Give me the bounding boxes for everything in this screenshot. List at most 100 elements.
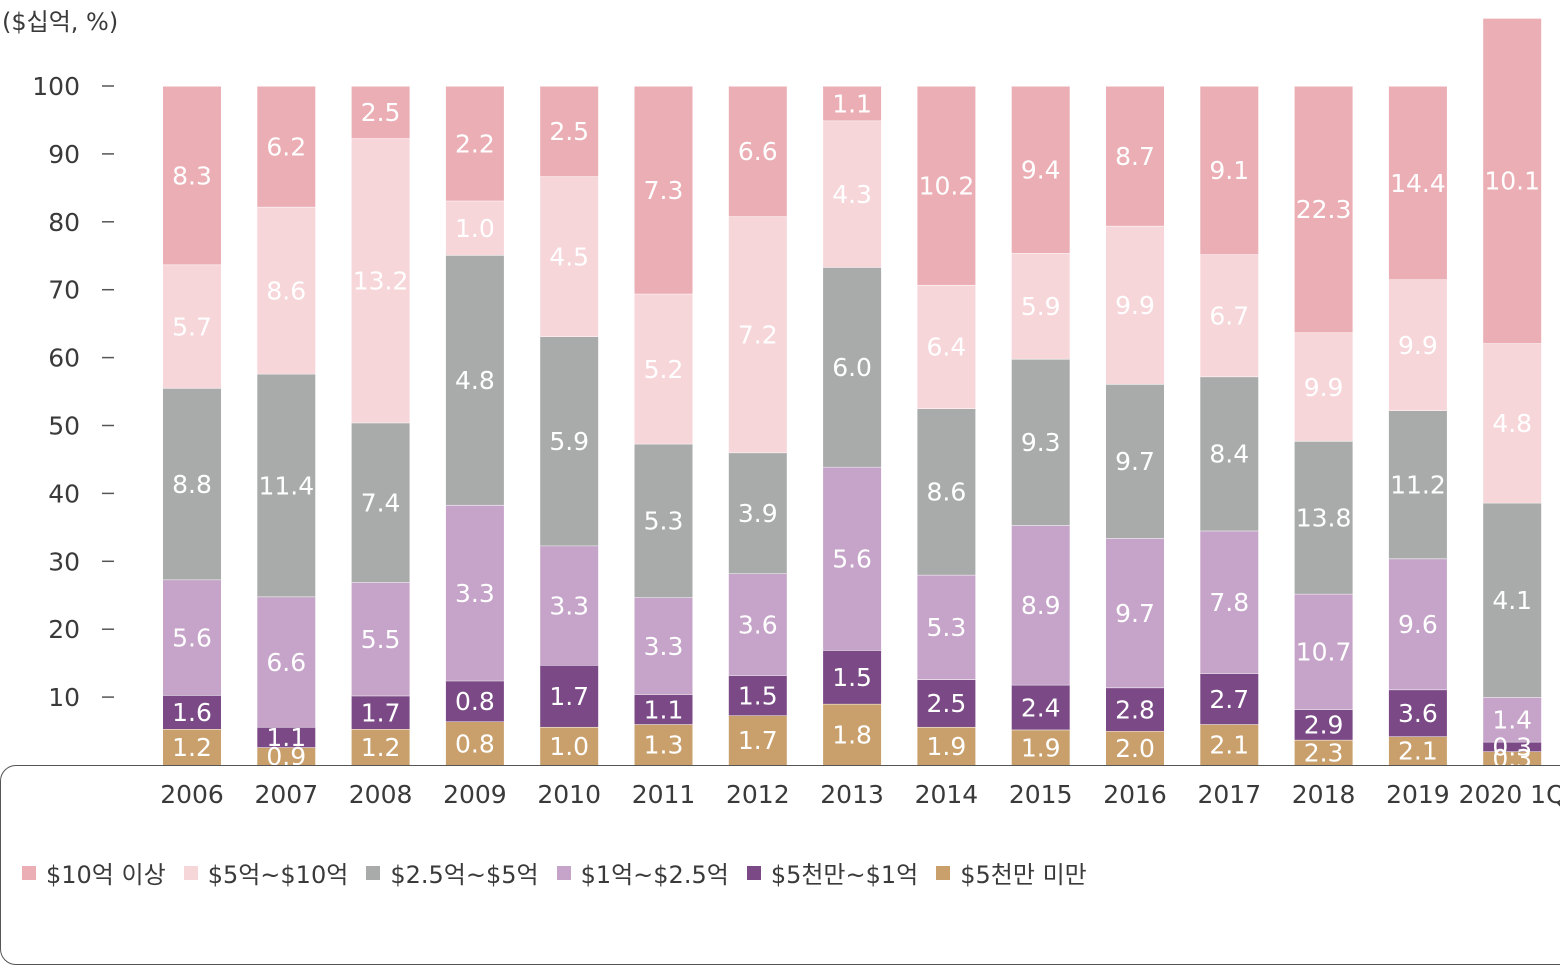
x-tick-label: 2013 — [820, 780, 884, 809]
data-label: 6.6 — [738, 137, 778, 166]
data-label: 2.9 — [1304, 711, 1344, 740]
bar-segment — [1483, 697, 1542, 742]
bar-segment — [1011, 253, 1070, 359]
legend-item: $1억~$2.5억 — [556, 855, 729, 890]
bar-segment — [1294, 441, 1353, 594]
bar-segment — [445, 200, 504, 256]
bar-segment — [917, 86, 976, 285]
bar-segment — [540, 86, 599, 177]
bar-segment — [445, 680, 504, 722]
data-label: 9.7 — [1115, 447, 1155, 476]
bar-segment — [1011, 86, 1070, 254]
bar-segment — [634, 86, 693, 294]
legend-item: $5억~$10억 — [183, 855, 349, 890]
bar-segment — [823, 267, 882, 467]
x-tick-label: 2006 — [160, 780, 224, 809]
x-tick-label: 2014 — [915, 780, 979, 809]
bar-segment — [917, 679, 976, 727]
bar-segment — [257, 206, 316, 374]
bar-segment — [257, 373, 316, 597]
legend-swatch — [746, 865, 761, 880]
data-label: 0.3 — [1492, 733, 1532, 762]
data-label: 1.1 — [832, 89, 872, 118]
bar-segment — [257, 596, 316, 727]
bar-segment — [1388, 86, 1447, 280]
data-label: 9.1 — [1209, 156, 1249, 185]
data-label: 1.1 — [266, 723, 306, 752]
legend-label: $2.5억~$5억 — [390, 861, 539, 889]
y-tick-label: 70 — [48, 276, 80, 305]
data-label: 3.3 — [644, 632, 684, 661]
legend: $10억 이상 $5억~$10억 $2.5억~$5억 $1억~$2.5억 $5천만~$1… — [22, 855, 1105, 890]
legend-label: $5천만~$1억 — [770, 861, 919, 889]
data-label: 3.3 — [549, 591, 589, 620]
data-label: 6.6 — [266, 648, 306, 677]
bar-segment — [1106, 731, 1164, 765]
bar-segment — [1294, 739, 1353, 765]
data-label: 11.4 — [258, 471, 314, 500]
bar-segment — [634, 597, 693, 695]
x-tick-label: 2016 — [1103, 780, 1167, 809]
bar-segment — [1011, 358, 1070, 526]
data-label: 1.9 — [927, 732, 967, 761]
bar-segment — [351, 695, 410, 730]
bar-segment — [1106, 687, 1164, 732]
x-tick-label: 2010 — [537, 780, 601, 809]
data-label: 0.3 — [1492, 744, 1532, 773]
data-label: 0.8 — [455, 729, 495, 758]
bar-segment — [917, 408, 976, 575]
bar-segment — [1294, 86, 1353, 333]
data-label: 8.3 — [172, 161, 212, 190]
y-tick-label: 30 — [48, 547, 80, 576]
data-label: 2.0 — [1115, 734, 1155, 763]
bar-segment — [351, 86, 410, 139]
legend-label: $1억~$2.5억 — [580, 861, 729, 889]
x-tick-label: 2017 — [1197, 780, 1261, 809]
data-label: 1.3 — [644, 731, 684, 760]
legend-label: $10억 이상 — [46, 861, 166, 889]
data-label: 1.7 — [738, 726, 778, 755]
data-label: 1.5 — [832, 663, 872, 692]
data-label: 1.7 — [549, 682, 589, 711]
data-label: 2.8 — [1115, 695, 1155, 724]
bar-segment — [540, 176, 599, 337]
bar-segment — [1106, 538, 1164, 688]
y-axis: 10 20 30 40 50 60 70 80 90 100 — [32, 72, 114, 712]
data-label: 5.3 — [644, 507, 684, 536]
data-label: 2.3 — [1304, 738, 1344, 767]
data-label: 4.8 — [455, 366, 495, 395]
data-label: 3.9 — [738, 499, 778, 528]
bar-segment — [917, 284, 976, 409]
bar-segment — [728, 452, 787, 574]
bar-segment — [1011, 729, 1070, 765]
bar-segment — [823, 466, 882, 651]
legend-label: $5억~$10억 — [207, 861, 349, 889]
bar-segment — [1294, 332, 1353, 442]
bar-segment — [634, 293, 693, 444]
data-label: 5.7 — [172, 312, 212, 341]
bar-segment — [1388, 689, 1447, 737]
legend-item: $5천만 미만 — [936, 855, 1087, 890]
bar-segment — [1483, 751, 1542, 765]
bar-segment — [257, 747, 316, 765]
data-label: 13.8 — [1296, 504, 1352, 533]
data-label: 9.6 — [1398, 610, 1438, 639]
data-label: 2.7 — [1209, 685, 1249, 714]
data-label: 7.3 — [644, 176, 684, 205]
data-label: 1.5 — [738, 681, 778, 710]
legend-swatch — [22, 865, 36, 880]
bar-segment — [163, 388, 221, 580]
data-label: 2.5 — [549, 117, 589, 146]
bar-segment — [163, 264, 221, 389]
data-label: 10.2 — [919, 171, 975, 200]
bar-segment — [1483, 741, 1542, 752]
bar-segment — [1483, 343, 1542, 503]
bar-segment — [257, 86, 316, 207]
bar-segment — [351, 422, 410, 583]
data-label: 0.9 — [266, 742, 306, 771]
bar-segment — [1200, 724, 1259, 765]
data-label: 1.0 — [549, 732, 589, 761]
bar-segment — [257, 726, 316, 748]
data-label: 5.9 — [1021, 292, 1061, 321]
data-label: 6.4 — [927, 333, 967, 362]
